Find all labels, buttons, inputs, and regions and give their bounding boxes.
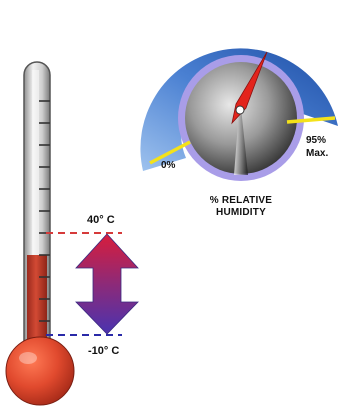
gauge-cone <box>234 98 248 175</box>
humidity-gauge <box>140 48 338 181</box>
gauge-title-line1: % RELATIVE <box>209 195 273 206</box>
thermometer-bulb <box>5 336 75 406</box>
needle-hub <box>235 105 245 115</box>
double-arrow-icon <box>75 233 139 335</box>
gauge-max-label-line2: Max. <box>306 148 329 159</box>
max-marker <box>286 116 336 124</box>
upper-temperature-label: 40° C <box>87 214 115 226</box>
min-marker <box>149 140 191 165</box>
gauge-max-label-line1: 95% <box>306 135 327 146</box>
thermometer <box>5 61 75 406</box>
thermometer-bore <box>32 70 39 255</box>
gauge-needle <box>231 51 268 125</box>
lower-temperature-label: -10° C <box>88 345 120 357</box>
bulb-highlight <box>19 352 37 364</box>
gauge-min-label: 0% <box>161 160 176 171</box>
gauge-title-line2: HUMIDITY <box>216 207 266 218</box>
thermometer-scale-ticks <box>39 100 50 322</box>
